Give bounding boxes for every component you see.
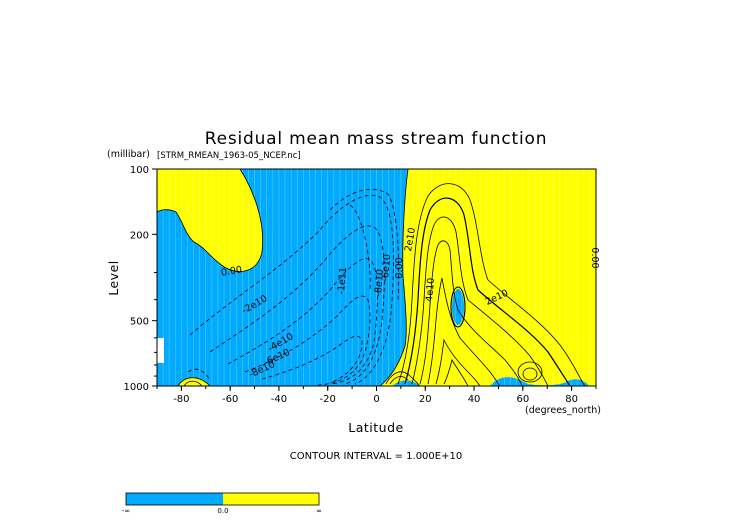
positive-contours [177, 183, 586, 387]
positive-region-west [157, 169, 263, 272]
contour-line [450, 286, 466, 328]
contour-line [227, 258, 378, 385]
contour-label: 0.00 [589, 247, 600, 268]
contour-line [411, 216, 549, 387]
colorbar-frame [125, 492, 320, 506]
contour-line [397, 183, 586, 387]
y-tick-label: 200 [130, 230, 149, 241]
colorbar-label-min: -∞ [122, 507, 130, 515]
zero-contours [156, 168, 409, 387]
contour-label: -8e10 [373, 269, 386, 297]
x-tick-label: -40 [271, 394, 287, 405]
contour-line [156, 168, 264, 272]
contour-line [389, 376, 409, 385]
positive-region [380, 169, 596, 386]
x-tick-label: -20 [320, 394, 336, 405]
x-tick-label: 60 [516, 394, 529, 405]
x-tick-label: 20 [419, 394, 432, 405]
axis-ticks [152, 168, 597, 391]
y-tick-label: 1000 [124, 382, 149, 393]
contour-label: 2e10 [403, 227, 418, 253]
negative-contours [187, 188, 400, 386]
colorbar-label-mid: 0.0 [217, 507, 228, 515]
contour-line [261, 335, 363, 384]
y-units: (millibar) [107, 149, 150, 160]
x-tick-label: -80 [173, 394, 189, 405]
colorbar-label-max: ∞ [316, 507, 322, 515]
x-tick-label: 40 [468, 394, 481, 405]
y-tick-label: 500 [130, 317, 149, 328]
contour-line [209, 225, 385, 385]
x-axis-label: Latitude [348, 420, 403, 435]
x-tick-label: 80 [565, 394, 578, 405]
y-axis-label: Level [106, 260, 121, 296]
negative-cell [452, 289, 464, 325]
contour-line [379, 168, 409, 387]
contour-line [419, 240, 523, 387]
contour-line [183, 380, 203, 387]
contour-line [443, 358, 469, 387]
contour-line [187, 368, 211, 381]
contour-line [427, 277, 501, 387]
contour-label: -6e10 [380, 254, 393, 282]
y-tick-label: 100 [130, 165, 149, 176]
chart-subtitle: [STRM_RMEAN_1963-05_NCEP.nc] [157, 151, 301, 161]
contour-interval: CONTOUR INTERVAL = 1.000E+10 [290, 451, 462, 462]
contour-label: -1e11 [336, 267, 349, 295]
contour-label: 4e10 [424, 277, 437, 302]
contour-line [385, 371, 421, 387]
contour-label: 0.00 [220, 264, 243, 279]
colorbar: -∞ 0.0 ∞ [122, 492, 322, 515]
colorbar-positive [223, 493, 319, 505]
x-units: (degrees_north) [525, 405, 601, 416]
contour-line [435, 338, 481, 387]
x-tick-label: 0 [373, 394, 379, 405]
y-tick-labels: 100 200 500 1000 [124, 165, 149, 393]
chart-title: Residual mean mass stream function [205, 129, 548, 149]
x-tick-labels: -80 -60 -40 -20 0 20 40 60 80 [173, 394, 578, 405]
contour-line [349, 204, 371, 291]
missing-data-patch [157, 338, 164, 363]
contour-line [177, 377, 211, 387]
contour-line [517, 361, 543, 383]
contour-line [244, 295, 371, 386]
contour-line [404, 197, 571, 387]
colorbar-negative [126, 493, 223, 505]
contour-line [329, 188, 400, 301]
contour-line [522, 367, 538, 381]
contour-label: 0.00 [394, 257, 405, 278]
x-tick-label: -60 [222, 394, 238, 405]
plot-area: 0.00-2e10-4e10-6e10-8e10-1e11 -8e10-6e10 0… [152, 168, 600, 391]
